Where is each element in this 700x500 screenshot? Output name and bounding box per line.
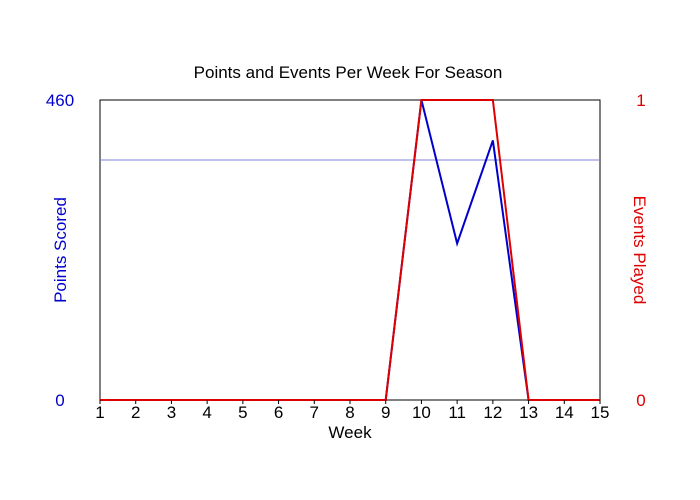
y-left-tick-label: 0	[55, 391, 64, 410]
x-tick-label: 14	[555, 403, 574, 422]
y-right-tick-label: 0	[636, 391, 645, 410]
chart-title: Points and Events Per Week For Season	[194, 63, 503, 82]
x-tick-label: 6	[274, 403, 283, 422]
series-line-events-played	[100, 99, 600, 401]
x-tick-label: 3	[167, 403, 176, 422]
x-tick-label: 11	[448, 403, 466, 422]
x-tick-label: 9	[381, 403, 390, 422]
x-tick-label: 15	[591, 403, 610, 422]
x-axis-label: Week	[328, 423, 372, 442]
y-left-tick-label: 460	[46, 91, 74, 110]
y-right-tick-label: 1	[636, 91, 645, 110]
y-axis-right-label: Events Played	[630, 196, 649, 305]
series-line-points-scored	[100, 99, 600, 401]
x-tick-label: 10	[412, 403, 431, 422]
x-tick-label: 8	[345, 403, 354, 422]
x-tick-label: 1	[95, 403, 104, 422]
x-tick-label: 12	[483, 403, 502, 422]
x-tick-label: 4	[202, 403, 211, 422]
x-tick-label: 5	[238, 403, 247, 422]
y-axis-left-label: Points Scored	[51, 197, 70, 303]
x-tick-label: 7	[310, 403, 319, 422]
x-tick-label: 13	[519, 403, 538, 422]
x-tick-label: 2	[131, 403, 140, 422]
plot-frame	[99, 99, 601, 401]
